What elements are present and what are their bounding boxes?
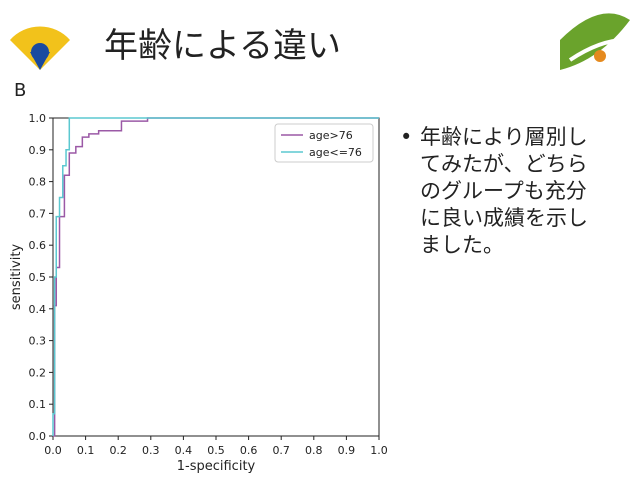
y-tick-label: 0.2 bbox=[29, 366, 47, 379]
y-tick-label: 0.7 bbox=[29, 207, 47, 220]
x-tick-label: 0.6 bbox=[240, 444, 258, 457]
slide-title: 年齢による違い bbox=[104, 26, 341, 66]
y-tick-label: 1.0 bbox=[29, 112, 47, 125]
y-tick-label: 0.4 bbox=[29, 303, 47, 316]
y-tick-label: 0.9 bbox=[29, 144, 47, 157]
roc-line bbox=[53, 117, 379, 437]
y-tick-label: 0.3 bbox=[29, 335, 47, 348]
x-tick-label: 0.0 bbox=[44, 444, 62, 457]
y-tick-label: 0.6 bbox=[29, 239, 47, 252]
x-tick-label: 0.4 bbox=[175, 444, 193, 457]
x-tick-label: 0.2 bbox=[109, 444, 127, 457]
y-axis-label: sensitivity bbox=[9, 244, 24, 311]
panel-label: B bbox=[14, 80, 27, 101]
y-tick-label: 0.0 bbox=[29, 430, 47, 443]
roc-line bbox=[52, 117, 379, 436]
bullet: • 年齢により層別してみたが、どちらのグループも充分に良い成績を示しました。 bbox=[400, 124, 610, 259]
x-tick-label: 0.1 bbox=[77, 444, 95, 457]
x-tick-label: 0.3 bbox=[142, 444, 160, 457]
x-tick-label: 0.9 bbox=[338, 444, 356, 457]
x-tick-label: 0.5 bbox=[207, 444, 225, 457]
logo-left bbox=[10, 26, 70, 70]
x-axis-label: 1-specificity bbox=[177, 459, 256, 474]
y-tick-label: 0.5 bbox=[29, 271, 47, 284]
plot-frame bbox=[52, 117, 380, 437]
x-tick-label: 0.7 bbox=[272, 444, 290, 457]
x-tick-label: 1.0 bbox=[370, 444, 388, 457]
y-tick-label: 0.8 bbox=[29, 176, 47, 189]
y-tick-label: 0.1 bbox=[29, 398, 47, 411]
bullet-text: 年齢により層別してみたが、どちらのグループも充分に良い成績を示しました。 bbox=[420, 125, 588, 257]
logo-right bbox=[560, 13, 630, 70]
x-tick-label: 0.8 bbox=[305, 444, 323, 457]
legend-label: age<=76 bbox=[309, 146, 362, 159]
legend-label: age>76 bbox=[309, 129, 353, 142]
